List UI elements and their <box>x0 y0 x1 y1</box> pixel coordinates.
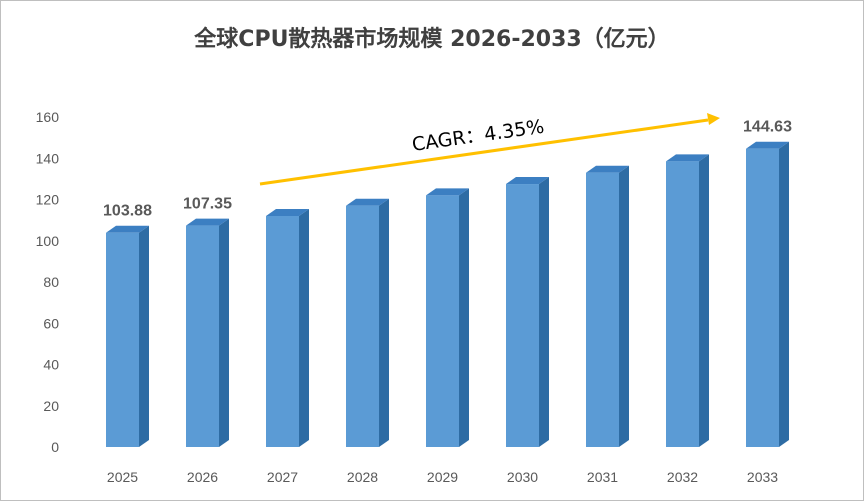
bar-side <box>299 209 309 447</box>
bar-top <box>426 188 469 196</box>
x-tick-label: 2029 <box>427 469 458 485</box>
bar <box>506 184 539 447</box>
cagr-arrow-line <box>259 118 709 186</box>
data-label: 107.35 <box>183 196 232 213</box>
bar <box>106 232 139 447</box>
x-tick-label: 2033 <box>747 469 778 485</box>
bar <box>746 148 779 447</box>
y-tick-label: 20 <box>43 398 59 414</box>
bar-top <box>506 177 549 185</box>
y-tick-label: 40 <box>43 357 59 373</box>
y-tick-label: 60 <box>43 315 59 331</box>
bar-side <box>779 141 789 447</box>
bar <box>186 225 219 447</box>
bar-top <box>186 218 229 226</box>
x-tick-label: 2032 <box>667 469 698 485</box>
x-tick-label: 2027 <box>267 469 298 485</box>
bar-side <box>699 154 709 447</box>
bar <box>266 216 299 447</box>
bar-top <box>266 209 309 216</box>
bar-side <box>539 177 549 447</box>
y-tick-label: 100 <box>36 233 60 249</box>
bar <box>346 205 379 447</box>
y-tick-label: 140 <box>36 150 60 166</box>
chart-title: 全球CPU散热器市场规模 2026-2033（亿元） <box>194 27 670 52</box>
bar-top <box>586 165 629 173</box>
y-tick-label: 80 <box>43 274 59 290</box>
bar-top <box>666 154 709 162</box>
bar-side <box>219 218 229 447</box>
bar <box>666 161 699 447</box>
bar-top <box>746 141 789 149</box>
y-tick-label: 120 <box>36 192 60 208</box>
x-tick-label: 2025 <box>107 469 138 485</box>
x-tick-label: 2031 <box>587 469 618 485</box>
bar-side <box>619 165 629 447</box>
bar-side <box>459 188 469 447</box>
bar-top <box>346 198 389 206</box>
y-tick-label: 0 <box>51 439 59 455</box>
y-tick-label: 160 <box>36 109 60 125</box>
data-label: 103.88 <box>103 203 152 220</box>
bar-side <box>379 198 389 447</box>
cagr-label: CAGR：4.35% <box>411 116 546 156</box>
x-tick-label: 2030 <box>507 469 538 485</box>
bar-side <box>139 225 149 447</box>
data-label: 144.63 <box>743 119 792 136</box>
x-tick-label: 2028 <box>347 469 378 485</box>
bar-top <box>106 225 149 233</box>
cagr-arrowhead <box>707 113 720 125</box>
bar <box>586 172 619 447</box>
x-tick-label: 2026 <box>187 469 218 485</box>
bar <box>426 195 459 447</box>
